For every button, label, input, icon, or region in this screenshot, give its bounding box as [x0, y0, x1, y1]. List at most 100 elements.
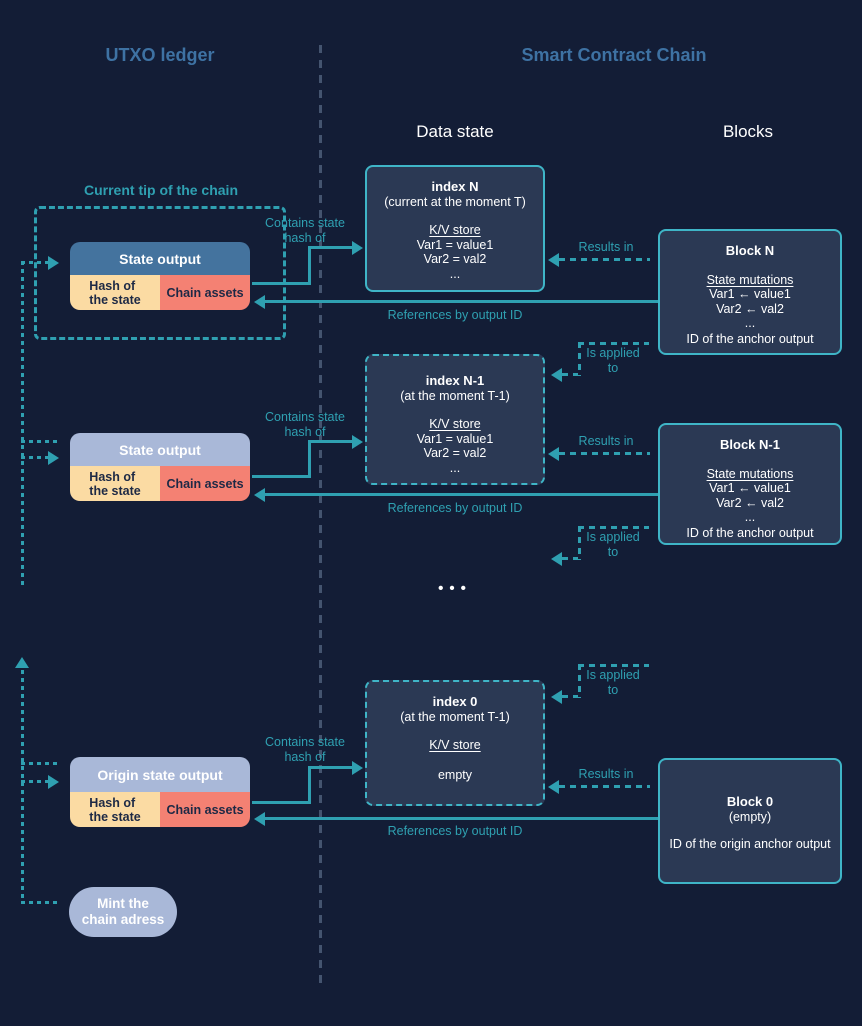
arrowhead-left: [551, 552, 562, 566]
index-box-title: index 0: [432, 694, 478, 709]
contains-state-hash-label: Contains state hash of: [265, 735, 345, 764]
index-box-subtitle: (current at the moment T): [384, 194, 526, 209]
arrow-segment: [21, 456, 49, 459]
arrow-segment: [21, 261, 49, 264]
data-state-heading: Data state: [416, 122, 494, 141]
kv-store-label: K/V store: [429, 223, 481, 237]
blocks-heading: Blocks: [722, 122, 774, 141]
arrow-segment: [21, 440, 57, 443]
arrow-segment: [21, 901, 58, 904]
column-divider: [319, 45, 322, 985]
mutation-row: Var2 ← val2: [716, 495, 784, 510]
state-output-header: State output: [70, 433, 250, 466]
arrow-segment: [559, 452, 650, 455]
anchor-output-id-label: ID of the anchor output: [686, 331, 814, 346]
arrowhead-right: [48, 451, 59, 465]
arrowhead-left: [548, 447, 559, 461]
arrow-segment: [21, 261, 24, 586]
mutation-row: Var2 ← val2: [716, 301, 784, 316]
arrow-segment: [559, 785, 650, 788]
arrow-segment: [252, 801, 311, 804]
arrow-segment: [21, 670, 24, 904]
arrow-segment: [21, 780, 49, 783]
block-box-title: Block N: [725, 243, 775, 258]
state-output-header: Origin state output: [70, 757, 250, 792]
results-in-label: Results in: [578, 434, 634, 448]
arrow-segment: [308, 440, 311, 478]
chain-assets-cell: Chain assets: [160, 275, 250, 310]
arrow-segment: [578, 526, 581, 560]
block-box-title: Block N-1: [720, 437, 780, 452]
kv-store-label: K/V store: [429, 738, 481, 752]
arrow-segment: [578, 664, 649, 667]
kv-store-label: K/V store: [429, 417, 481, 431]
smart-contract-chain-heading: Smart Contract Chain: [521, 45, 707, 65]
mutation-row: Var1 ← value1: [709, 287, 791, 301]
arrowhead-right: [352, 241, 363, 255]
mutation-row: Var1 ← value1: [709, 481, 791, 495]
kv-row: ...: [449, 460, 461, 475]
arrowhead-right: [352, 761, 363, 775]
state-output-row: Hash of the state Chain assets: [70, 466, 250, 501]
arrow-segment: [578, 664, 581, 698]
kv-row: ...: [449, 266, 461, 281]
state-output-row: Hash of the state Chain assets: [70, 792, 250, 827]
is-applied-to-label: Is applied to: [586, 668, 640, 697]
arrowhead-left: [548, 253, 559, 267]
arrowhead-left: [551, 368, 562, 382]
index-box-subtitle: (at the moment T-1): [400, 388, 510, 403]
state-output-box-current: State output Hash of the state Chain ass…: [70, 242, 250, 310]
contains-state-hash-label: Contains state hash of: [265, 410, 345, 439]
kv-row: Var2 = val2: [423, 252, 487, 266]
kv-row: Var1 = value1: [416, 431, 494, 446]
references-by-output-id-label: References by output ID: [387, 501, 523, 515]
utxo-ledger-heading: UTXO ledger: [105, 45, 215, 65]
references-by-output-id-label: References by output ID: [387, 824, 523, 838]
chain-ellipsis: •••: [438, 580, 472, 597]
arrowhead-left: [551, 690, 562, 704]
block-n1-box: Block N-1 State mutations Var1 ← value1 …: [658, 423, 842, 545]
current-tip-outline: [34, 206, 286, 340]
arrowhead-left: [254, 488, 265, 502]
anchor-output-id-label: ID of the origin anchor output: [669, 837, 831, 851]
arrow-segment: [578, 342, 649, 345]
mint-chain-address-pill: Mint the chain adress: [69, 887, 177, 937]
arrow-segment: [252, 475, 311, 478]
arrow-segment: [562, 557, 578, 560]
kv-row: Var1 = value1: [416, 237, 494, 252]
state-output-header: State output: [70, 242, 250, 275]
index-box-title: index N-1: [425, 373, 485, 388]
index-0-box: index 0 (at the moment T-1) K/V store em…: [365, 680, 545, 806]
mutation-row: ...: [744, 316, 756, 330]
block-n-box: Block N State mutations Var1 ← value1 Va…: [658, 229, 842, 355]
mutation-row: ...: [744, 510, 756, 524]
arrow-segment: [308, 766, 352, 769]
chain-assets-cell: Chain assets: [160, 792, 250, 827]
state-mutations-label: State mutations: [706, 272, 794, 287]
origin-state-output-box: Origin state output Hash of the state Ch…: [70, 757, 250, 827]
arrowhead-left: [254, 812, 265, 826]
arrow-segment: [562, 373, 578, 376]
arrow-segment: [578, 526, 649, 529]
kv-row: Var2 = val2: [423, 446, 487, 460]
arrow-segment: [559, 258, 650, 261]
arrow-segment: [308, 246, 352, 249]
arrowhead-left: [254, 295, 265, 309]
arrow-segment: [252, 282, 311, 285]
anchor-output-id-label: ID of the anchor output: [686, 525, 814, 540]
arrow-segment: [308, 246, 311, 285]
arrowhead-left: [548, 780, 559, 794]
arrow-segment: [263, 300, 658, 303]
hash-of-state-cell: Hash of the state: [70, 792, 160, 827]
index-box-title: index N: [431, 179, 479, 194]
block-0-box: Block 0 (empty) ID of the origin anchor …: [658, 758, 842, 884]
index-n-box: index N (current at the moment T) K/V st…: [365, 165, 545, 292]
arrowhead-right: [48, 256, 59, 270]
state-output-box-previous: State output Hash of the state Chain ass…: [70, 433, 250, 501]
index-box-subtitle: (at the moment T-1): [400, 709, 510, 724]
arrowhead-up: [15, 657, 29, 668]
arrow-segment: [578, 342, 581, 376]
references-by-output-id-label: References by output ID: [387, 308, 523, 322]
arrowhead-right: [48, 775, 59, 789]
